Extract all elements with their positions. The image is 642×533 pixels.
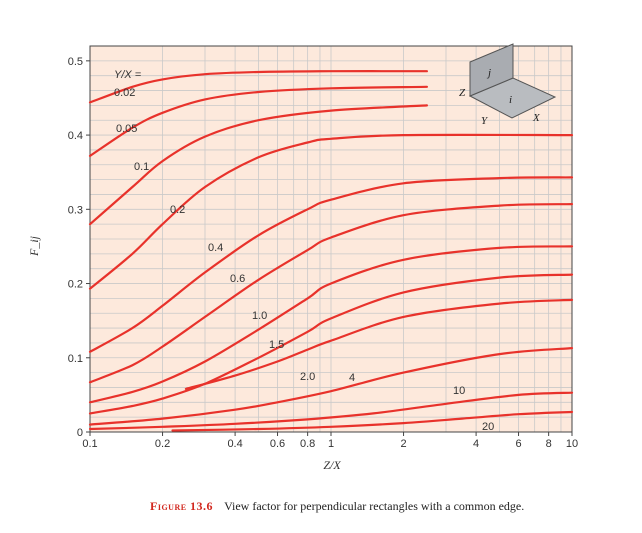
- inset-label-j: j: [486, 67, 491, 79]
- series-line-0_2: [88, 133, 574, 290]
- y-tick-label: 0.5: [68, 56, 83, 68]
- curve-label-0_05: 0.05: [116, 123, 137, 135]
- figure-number: Figure 13.6: [150, 499, 214, 513]
- x-tick-label: 0.2: [155, 438, 170, 450]
- x-tick-label: 2: [400, 438, 406, 450]
- series-line-0_05: [88, 85, 428, 157]
- curve-label-10: 10: [453, 385, 465, 397]
- series-line-1_5: [88, 273, 574, 415]
- y-axis-label: F_ij: [27, 235, 41, 257]
- x-tick-label: 0.6: [270, 438, 285, 450]
- x-tick-label: 1: [328, 438, 334, 450]
- x-tick-label: 10: [566, 438, 578, 450]
- series-line-0_6: [88, 203, 574, 384]
- inset-label-y: Y: [481, 115, 489, 127]
- geometry-inset-icon: Z j i Y X: [459, 43, 557, 127]
- inset-label-z: Z: [459, 87, 466, 99]
- y-tick-label: 0.1: [68, 353, 83, 365]
- curve-label-0_1: 0.1: [134, 161, 149, 173]
- x-tick-label: 0.4: [227, 438, 242, 450]
- curve-label-0_02: 0.02: [114, 87, 135, 99]
- series-lines: [88, 70, 574, 432]
- y-tick-label: 0: [77, 427, 83, 439]
- series-line-10: [88, 391, 574, 431]
- x-tick-label: 0.1: [82, 438, 97, 450]
- curve-label-0_6: 0.6: [230, 273, 245, 285]
- series-line-0_1: [88, 104, 428, 226]
- figure-caption: Figure 13.6 View factor for perpendicula…: [150, 499, 524, 514]
- series-line-20: [171, 410, 574, 432]
- legend-heading: Y/X =: [114, 69, 142, 81]
- y-tick-label: 0.3: [68, 204, 83, 216]
- inset-label-i: i: [509, 94, 512, 106]
- curve-label-1_5: 1.5: [269, 339, 284, 351]
- curve-label-0_4: 0.4: [208, 242, 223, 254]
- curve-label-20: 20: [482, 421, 494, 433]
- caption-text: View factor for perpendicular rectangles…: [224, 499, 525, 513]
- series-line-1_0: [88, 245, 574, 404]
- series-line-0_4: [88, 176, 574, 353]
- curve-label-2_0: 2.0: [300, 371, 315, 383]
- curve-label-0_2: 0.2: [170, 204, 185, 216]
- y-tick-label: 0.4: [68, 130, 83, 142]
- series-line-0_02: [88, 70, 428, 104]
- x-tick-label: 4: [473, 438, 479, 450]
- curve-label-1_0: 1.0: [252, 310, 267, 322]
- vertical-plane-j: [469, 43, 514, 97]
- series-line-4: [88, 347, 574, 426]
- inset-label-x: X: [532, 112, 541, 124]
- x-tick-label: 0.8: [300, 438, 315, 450]
- series-line-2_0: [184, 298, 574, 390]
- curve-label-4: 4: [349, 372, 355, 384]
- y-tick-label: 0.2: [68, 279, 83, 291]
- x-tick-label: 8: [546, 438, 552, 450]
- x-axis-label: Z/X: [323, 458, 341, 472]
- x-tick-label: 6: [515, 438, 521, 450]
- curve-labels: Y/X = 0.02 0.05 0.1 0.2 0.4 0.6 1.0 1.5 2.0 4 10 20: [114, 69, 494, 433]
